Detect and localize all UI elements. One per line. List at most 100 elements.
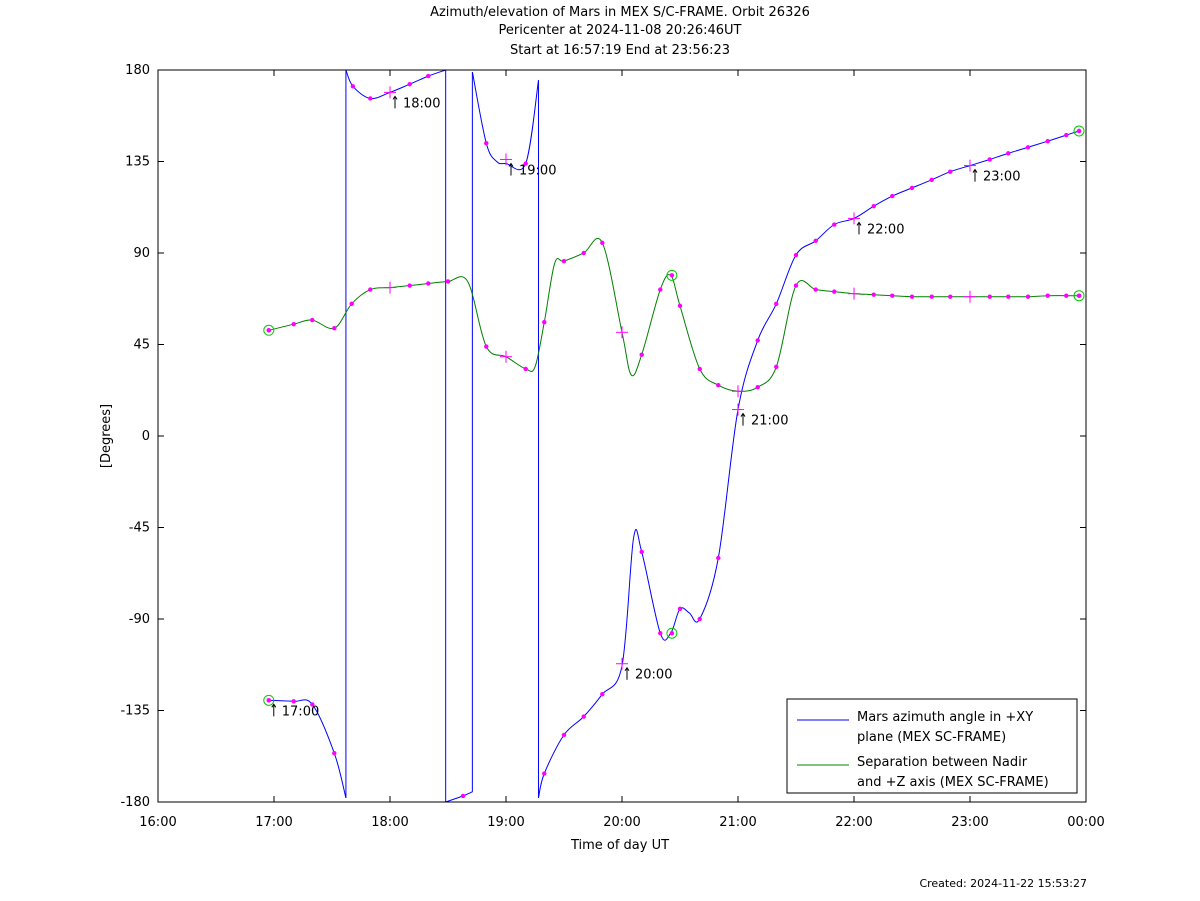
hour-arrow-head — [508, 162, 514, 167]
sample-marker — [987, 294, 992, 299]
x-tick-label: 21:00 — [719, 815, 756, 830]
separation-line — [268, 237, 1079, 392]
sample-marker — [929, 177, 934, 182]
endpoint-dot — [669, 631, 675, 636]
sample-marker — [832, 222, 837, 227]
endpoint-dot — [266, 328, 271, 333]
series-group — [268, 69, 1080, 803]
sample-marker — [987, 157, 992, 162]
sample-marker — [677, 606, 683, 612]
sample-marker — [890, 293, 895, 298]
sample-marker — [1006, 151, 1011, 156]
endpoint-circle — [1073, 290, 1085, 302]
sample-marker — [291, 321, 296, 327]
sample-marker — [600, 692, 605, 697]
hour-arrow-head — [271, 703, 277, 708]
sample-marker — [291, 699, 296, 704]
sample-marker — [1025, 294, 1031, 299]
sample-marker — [310, 702, 315, 707]
sample-marker — [561, 258, 567, 264]
sample-marker — [755, 338, 760, 343]
hour-arrow-head — [856, 221, 862, 226]
endpoint-circle — [263, 694, 275, 706]
sample-marker — [716, 555, 721, 561]
y-tick-label: 135 — [125, 155, 150, 170]
sample-marker — [948, 294, 953, 299]
azimuth-line — [538, 130, 1080, 799]
sample-marker — [909, 294, 915, 299]
sample-marker — [774, 301, 779, 307]
hour-label: 19:00 — [519, 163, 556, 178]
sample-marker — [460, 793, 466, 799]
sample-marker — [1064, 132, 1069, 138]
sample-marker — [755, 385, 760, 390]
y-axis-label: [Degrees] — [99, 404, 114, 468]
endpoint-circle — [666, 269, 678, 281]
sample-marker — [426, 73, 431, 79]
hour-label: 22:00 — [867, 222, 904, 237]
chart-subtitle: Pericenter at 2024-11-08 20:26:46UT — [498, 23, 742, 38]
sample-marker — [639, 352, 644, 357]
azimuth-line — [345, 69, 446, 100]
sample-marker — [871, 292, 876, 297]
x-tick-label: 22:00 — [835, 815, 872, 830]
legend-separation-line1: Separation between Nadir — [857, 755, 1028, 770]
chart-title: Azimuth/elevation of Mars in MEX S/C-FRA… — [430, 5, 810, 20]
hour-label: 20:00 — [635, 668, 672, 683]
markers-group — [263, 73, 1085, 799]
sample-marker — [832, 289, 837, 294]
y-tick-label: 0 — [142, 429, 150, 444]
sample-marker — [484, 141, 489, 146]
sample-marker — [445, 279, 451, 284]
x-tick-label: 23:00 — [951, 815, 988, 830]
hour-label: 23:00 — [983, 170, 1020, 185]
sample-marker — [350, 84, 356, 89]
x-axis-label: Time of day UT — [570, 838, 669, 853]
y-tick-label: -45 — [129, 521, 150, 536]
y-tick-label: -135 — [120, 704, 150, 719]
sample-marker — [1045, 138, 1050, 144]
y-tick-label: 45 — [133, 338, 150, 353]
sample-marker — [658, 631, 663, 636]
hour-label: 18:00 — [403, 96, 440, 111]
sample-marker — [542, 771, 547, 776]
sample-marker — [581, 250, 586, 256]
sample-marker — [368, 96, 373, 101]
azimuth-line — [445, 791, 473, 803]
sample-marker — [484, 344, 489, 349]
legend-box — [786, 698, 1078, 794]
sample-marker — [677, 303, 683, 309]
endpoint-dot — [1076, 293, 1082, 298]
hour-arrow-head — [392, 95, 398, 100]
sample-marker — [1025, 145, 1031, 150]
sample-marker — [523, 161, 528, 166]
sample-marker — [523, 366, 528, 372]
sample-marker — [332, 751, 337, 756]
chart-time-range: Start at 16:57:19 End at 23:56:23 — [509, 43, 731, 58]
hour-arrow-head — [740, 412, 746, 417]
azimuth-line — [471, 71, 539, 171]
sample-marker — [600, 240, 605, 246]
y-tick-label: 90 — [133, 246, 150, 261]
sample-marker — [310, 317, 315, 323]
endpoint-circle — [666, 627, 678, 639]
hour-labels-group: 17:00 18:00 19:00 20:00 21:00 22:00 23:00 — [271, 95, 1020, 719]
endpoint-dot — [266, 698, 271, 703]
hour-label: 17:00 — [282, 704, 319, 719]
sample-marker — [697, 616, 702, 622]
y-tick-label: 180 — [125, 63, 150, 78]
sample-marker — [581, 714, 586, 719]
x-tick-label: 19:00 — [487, 815, 524, 830]
legend-azimuth-line2: plane (MEX SC-FRAME) — [857, 730, 1006, 745]
sample-marker — [639, 549, 644, 555]
sample-marker — [793, 283, 799, 288]
sample-marker — [890, 193, 895, 199]
sample-marker — [948, 169, 953, 174]
sample-marker — [871, 204, 876, 209]
sample-marker — [1006, 294, 1011, 299]
hour-arrow-head — [972, 168, 978, 173]
sample-marker — [929, 294, 934, 299]
endpoint-circle — [1073, 125, 1085, 137]
sample-marker — [407, 82, 412, 87]
